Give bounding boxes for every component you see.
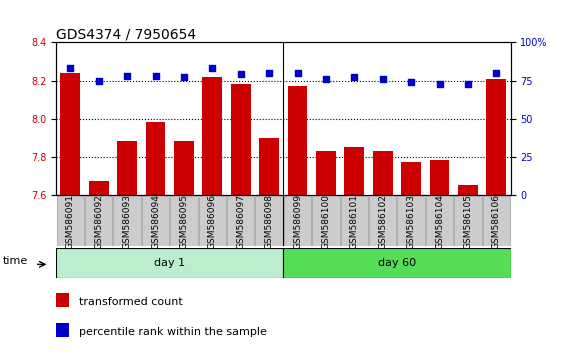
- Point: [208, 65, 217, 71]
- Point: [180, 75, 188, 80]
- Point: [265, 70, 274, 76]
- Bar: [227, 196, 254, 246]
- Text: GSM586091: GSM586091: [66, 194, 75, 249]
- Bar: [316, 151, 336, 195]
- Bar: [341, 196, 368, 246]
- Text: GSM586099: GSM586099: [293, 194, 302, 249]
- Point: [123, 73, 132, 79]
- Point: [492, 70, 501, 76]
- Bar: [203, 77, 222, 195]
- Text: transformed count: transformed count: [79, 297, 182, 307]
- Point: [151, 73, 160, 79]
- Bar: [454, 196, 481, 246]
- Bar: [85, 196, 112, 246]
- Bar: [89, 181, 109, 195]
- Text: GSM586095: GSM586095: [180, 194, 188, 249]
- Text: day 60: day 60: [378, 258, 416, 268]
- Point: [236, 72, 245, 77]
- Point: [293, 70, 302, 76]
- Text: GSM586092: GSM586092: [94, 194, 103, 249]
- Text: GSM586096: GSM586096: [208, 194, 217, 249]
- Point: [94, 78, 103, 84]
- Bar: [117, 141, 137, 195]
- Bar: [199, 196, 226, 246]
- Bar: [430, 160, 449, 195]
- Text: GSM586100: GSM586100: [321, 194, 330, 249]
- Bar: [369, 196, 396, 246]
- Point: [321, 76, 330, 82]
- Text: GSM586103: GSM586103: [407, 194, 416, 249]
- Bar: [113, 196, 141, 246]
- Bar: [486, 79, 506, 195]
- Bar: [61, 73, 80, 195]
- Bar: [56, 323, 69, 337]
- Bar: [56, 248, 283, 278]
- Text: GSM586101: GSM586101: [350, 194, 359, 249]
- Bar: [142, 196, 169, 246]
- Text: GSM586102: GSM586102: [378, 194, 387, 249]
- Bar: [344, 147, 364, 195]
- Point: [463, 81, 472, 86]
- Bar: [145, 122, 165, 195]
- Text: GSM586098: GSM586098: [265, 194, 274, 249]
- Bar: [171, 196, 197, 246]
- Text: GSM586104: GSM586104: [435, 194, 444, 249]
- Point: [378, 76, 387, 82]
- Bar: [174, 141, 194, 195]
- Bar: [398, 196, 425, 246]
- Point: [350, 75, 359, 80]
- Bar: [288, 86, 307, 195]
- Bar: [231, 84, 251, 195]
- Bar: [57, 196, 84, 246]
- Bar: [56, 293, 69, 307]
- Bar: [401, 162, 421, 195]
- Text: GDS4374 / 7950654: GDS4374 / 7950654: [56, 27, 196, 41]
- Bar: [283, 248, 511, 278]
- Bar: [482, 196, 510, 246]
- Point: [407, 79, 416, 85]
- Bar: [312, 196, 339, 246]
- Point: [435, 81, 444, 86]
- Text: GSM586093: GSM586093: [123, 194, 132, 249]
- Bar: [458, 185, 478, 195]
- Bar: [426, 196, 453, 246]
- Text: day 1: day 1: [154, 258, 185, 268]
- Text: GSM586106: GSM586106: [492, 194, 501, 249]
- Bar: [284, 196, 311, 246]
- Text: percentile rank within the sample: percentile rank within the sample: [79, 327, 266, 337]
- Point: [66, 65, 75, 71]
- Text: time: time: [3, 256, 28, 266]
- Text: GSM586105: GSM586105: [463, 194, 472, 249]
- Text: GSM586097: GSM586097: [236, 194, 245, 249]
- Text: GSM586094: GSM586094: [151, 194, 160, 249]
- Bar: [259, 138, 279, 195]
- Bar: [373, 151, 393, 195]
- Bar: [255, 196, 283, 246]
